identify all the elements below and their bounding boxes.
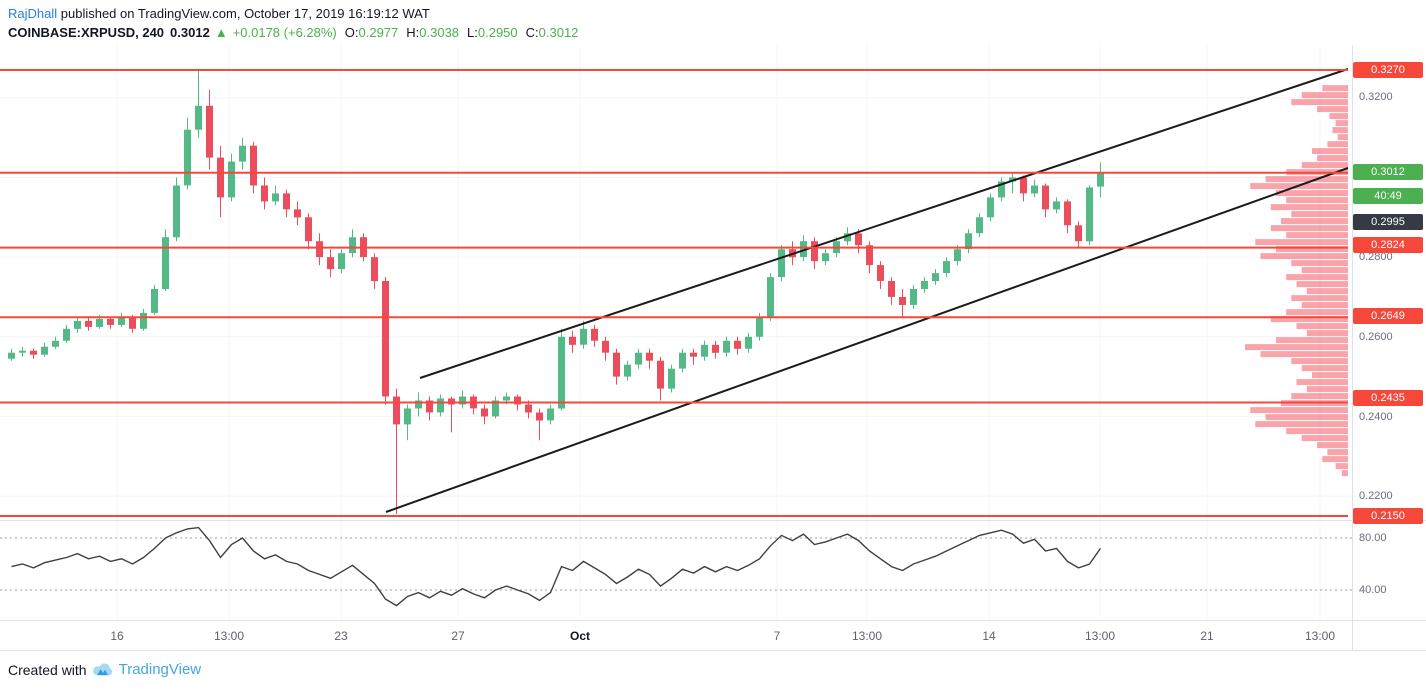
published-text: published on TradingView.com, October 17…	[57, 6, 430, 21]
pane-separator[interactable]	[0, 620, 1426, 621]
time-label: Oct	[569, 629, 591, 643]
axis-tick: 0.2400	[1359, 411, 1393, 423]
price-label-0.2995: 0.2995	[1353, 214, 1423, 230]
time-label: 13:00	[1084, 629, 1116, 643]
symbol-line: COINBASE:XRPUSD, 240 0.3012 ▲ +0.0178 (+6.2…	[8, 24, 578, 41]
price-label-0.2824: 0.2824	[1353, 237, 1423, 253]
time-axis[interactable]: 16 13:00 23 27 Oct 7 13:00 14 13:00 21 13:00	[0, 621, 1352, 650]
rsi-indicator-pane[interactable]	[0, 521, 1352, 620]
time-label: 13:00	[851, 629, 883, 643]
low-label: L:	[467, 25, 478, 40]
tradingview-logo-icon	[92, 663, 112, 676]
time-label: 21	[1200, 629, 1214, 643]
axis-separator	[0, 650, 1426, 651]
author-link[interactable]: RajDhall	[8, 6, 58, 21]
axis-tick: 0.2600	[1359, 331, 1393, 343]
symbol-title[interactable]: COINBASE:XRPUSD, 240	[8, 25, 165, 40]
tradingview-brand-link[interactable]: TradingView	[118, 661, 202, 678]
publish-line: RajDhall published on TradingView.com, O…	[8, 5, 578, 22]
low-value: 0.2950	[477, 25, 518, 40]
last-price: 0.3012	[170, 25, 210, 40]
axis-tick: 0.3200	[1359, 91, 1393, 103]
open-label: O:	[344, 25, 359, 40]
footer: Created with TradingView	[8, 661, 201, 678]
time-label: 13:00	[213, 629, 245, 643]
price-label-0.2435: 0.2435	[1353, 390, 1423, 406]
price-label-40:49: 40:49	[1353, 188, 1423, 204]
axis-tick: 40.00	[1359, 584, 1387, 596]
created-with-text: Created with	[8, 661, 87, 678]
time-label: 16	[110, 629, 124, 643]
up-arrow-icon: ▲	[214, 25, 228, 40]
header: RajDhall published on TradingView.com, O…	[8, 5, 578, 41]
price-label-0.2649: 0.2649	[1353, 308, 1423, 324]
price-label-0.3270: 0.3270	[1353, 62, 1423, 78]
time-label: 27	[451, 629, 465, 643]
axis-tick: 80.00	[1359, 532, 1387, 544]
main-candlestick-chart[interactable]	[0, 45, 1352, 520]
pane-separator[interactable]	[0, 520, 1426, 521]
open-value: 0.2977	[358, 25, 399, 40]
time-label: 13:00	[1304, 629, 1336, 643]
axis-tick: 0.2800	[1359, 251, 1393, 263]
price-change: +0.0178 (+6.28%)	[232, 25, 337, 40]
price-axis-border	[1352, 45, 1353, 650]
high-label: H:	[406, 25, 420, 40]
close-label: C:	[525, 25, 539, 40]
time-label: 23	[334, 629, 348, 643]
time-label: 7	[773, 629, 781, 643]
price-axis[interactable]: 0.3200 0.2800 0.2600 0.2400 0.2200 80.00 40.00…	[1352, 45, 1426, 650]
time-label: 14	[982, 629, 996, 643]
high-value: 0.3038	[419, 25, 460, 40]
axis-tick: 0.2200	[1359, 490, 1393, 502]
price-label-0.2150: 0.2150	[1353, 508, 1423, 524]
price-label-0.3012: 0.3012	[1353, 164, 1423, 180]
close-value: 0.3012	[538, 25, 579, 40]
